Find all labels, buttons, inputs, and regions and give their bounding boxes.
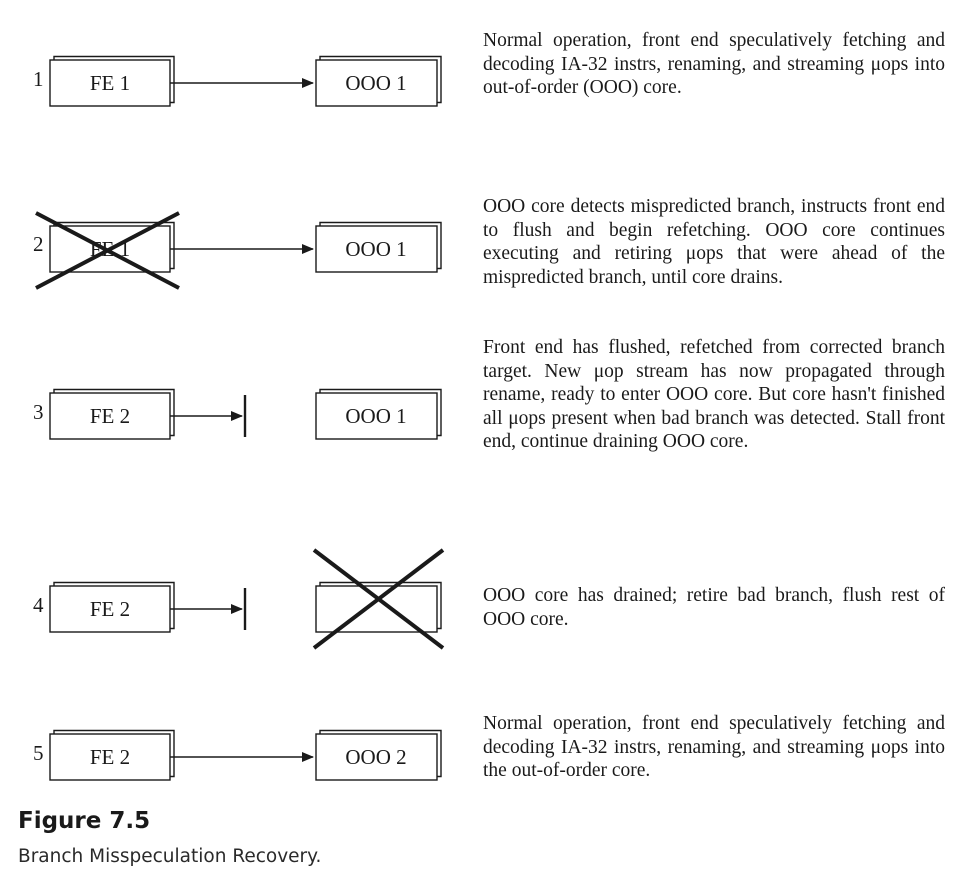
front-end-box-4 xyxy=(49,585,171,633)
step-1: 1 FE 1 OOO 1 xyxy=(33,55,442,107)
ooo-core-box-1 xyxy=(315,59,438,107)
step-1-number: 1 xyxy=(33,67,44,91)
ooo-core-label-5: OOO 2 xyxy=(345,745,406,769)
step-3: 3 FE 2 OOO 1 xyxy=(33,388,442,440)
step-1-description: Normal operation, front end speculativel… xyxy=(483,30,945,98)
step-4: 4 FE 2 xyxy=(33,548,445,650)
step-5-number: 5 xyxy=(33,741,44,765)
step-2: 2 FE 1 OOO 1 xyxy=(33,211,442,290)
figure-title: Figure 7.5 xyxy=(18,808,151,834)
front-end-label-1: FE 1 xyxy=(90,71,130,95)
step-4-description: OOO core has drained; retire bad branch,… xyxy=(483,585,945,630)
front-end-box-3 xyxy=(49,392,171,440)
ooo-core-box-2 xyxy=(315,225,438,273)
step-4-number: 4 xyxy=(33,593,44,617)
ooo-core-box-5 xyxy=(315,733,438,781)
front-end-label-4: FE 2 xyxy=(90,597,130,621)
front-end-box-5 xyxy=(49,733,171,781)
ooo-core-label-2: OOO 1 xyxy=(345,237,406,261)
front-end-label-3: FE 2 xyxy=(90,404,130,428)
step-5: 5 FE 2 OOO 2 xyxy=(33,729,442,781)
ooo-core-box-4 xyxy=(315,585,438,633)
figure-caption: Branch Misspeculation Recovery. xyxy=(18,846,322,867)
step-5-description: Normal operation, front end speculativel… xyxy=(483,713,945,781)
front-end-label-5: FE 2 xyxy=(90,745,130,769)
step-2-number: 2 xyxy=(33,232,44,256)
ooo-core-box-3 xyxy=(315,392,438,440)
ooo-core-label-3: OOO 1 xyxy=(345,404,406,428)
step-3-description: Front end has flushed, refetched from co… xyxy=(483,337,945,452)
ooo-core-label-1: OOO 1 xyxy=(345,71,406,95)
step-3-number: 3 xyxy=(33,400,44,424)
front-end-box-1 xyxy=(49,59,171,107)
step-2-description: OOO core detects mispredicted branch, in… xyxy=(483,196,945,288)
